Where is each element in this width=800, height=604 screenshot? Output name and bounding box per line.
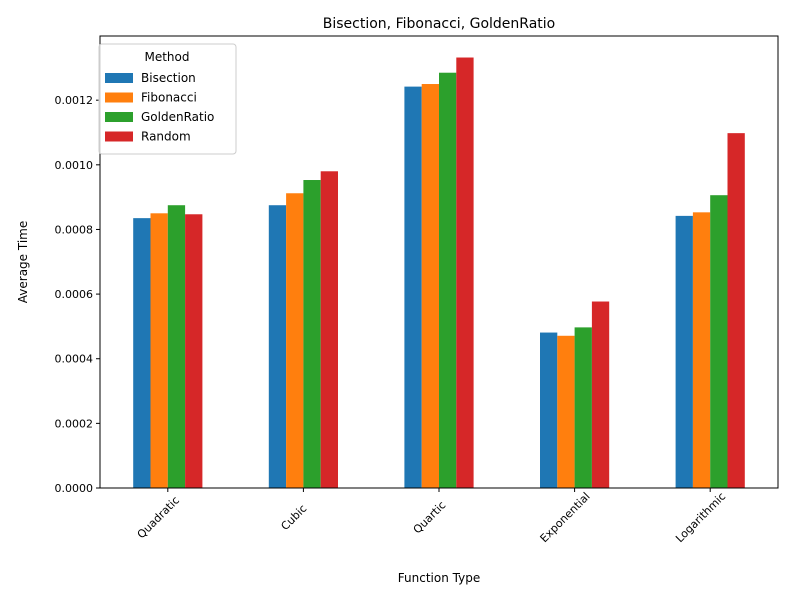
bar-goldenratio-logarithmic xyxy=(710,195,728,488)
bar-random-quadratic xyxy=(185,214,203,488)
x-tick-label: Logarithmic xyxy=(673,490,728,545)
legend-label-goldenratio: GoldenRatio xyxy=(141,110,214,124)
legend-box xyxy=(98,43,237,155)
y-axis-label: Average Time xyxy=(16,221,30,303)
bar-bisection-exponential xyxy=(540,332,558,488)
legend-label-random: Random xyxy=(141,130,191,144)
bar-random-exponential xyxy=(591,301,610,488)
x-axis-label: Function Type xyxy=(398,571,480,585)
legend-swatch-random xyxy=(105,131,133,142)
bar-bisection-quartic xyxy=(404,86,422,489)
bar-random-logarithmic xyxy=(727,133,745,488)
bar-goldenratio-quadratic xyxy=(167,205,186,488)
bar-random-cubic xyxy=(320,171,338,488)
bar-fibonacci-quadratic xyxy=(150,213,168,489)
legend-swatch-goldenratio xyxy=(105,112,133,122)
y-tick-label: 0.0012 xyxy=(55,94,94,107)
legend-items: Bisection Fibonacci GoldenRatio Random xyxy=(105,71,214,144)
bar-bisection-quadratic xyxy=(133,218,151,488)
bar-random-quartic xyxy=(456,57,474,489)
legend-label-bisection: Bisection xyxy=(141,71,196,85)
x-tick-label: Quadratic xyxy=(135,494,182,541)
y-tick-label: 0.0008 xyxy=(55,223,94,236)
chart-title: Bisection, Fibonacci, GoldenRatio xyxy=(323,16,555,32)
x-tick-label: Quartic xyxy=(411,499,449,537)
bar-bisection-logarithmic xyxy=(675,215,693,488)
y-tick-label: 0.0000 xyxy=(55,482,94,495)
y-axis: 0.0000 0.0002 0.0004 0.0006 0.0008 0.0010 0.00… xyxy=(55,94,100,495)
y-tick-label: 0.0006 xyxy=(55,288,94,301)
bar-goldenratio-quartic xyxy=(439,72,457,489)
bar-goldenratio-cubic xyxy=(303,180,321,488)
legend: Method Bisection Fibonacci GoldenRatio Rand… xyxy=(98,43,237,155)
legend-swatch-fibonacci xyxy=(105,92,133,103)
bars-group xyxy=(133,57,745,489)
bar-fibonacci-logarithmic xyxy=(692,212,711,488)
x-tick-label: Cubic xyxy=(278,502,309,533)
x-axis: Quadratic Cubic Quartic Exponential Logarith… xyxy=(135,488,728,545)
bar-bisection-cubic xyxy=(268,205,287,488)
x-tick-label: Exponential xyxy=(538,490,593,545)
bar-fibonacci-cubic xyxy=(286,193,304,488)
legend-title: Method xyxy=(144,50,189,64)
y-tick-label: 0.0010 xyxy=(55,159,94,172)
bar-goldenratio-exponential xyxy=(574,327,592,488)
y-tick-label: 0.0002 xyxy=(55,417,94,430)
legend-label-fibonacci: Fibonacci xyxy=(141,91,197,105)
legend-swatch-bisection xyxy=(105,73,133,83)
bar-fibonacci-quartic xyxy=(421,84,439,489)
y-tick-label: 0.0004 xyxy=(55,353,94,366)
bar-fibonacci-exponential xyxy=(557,335,575,488)
